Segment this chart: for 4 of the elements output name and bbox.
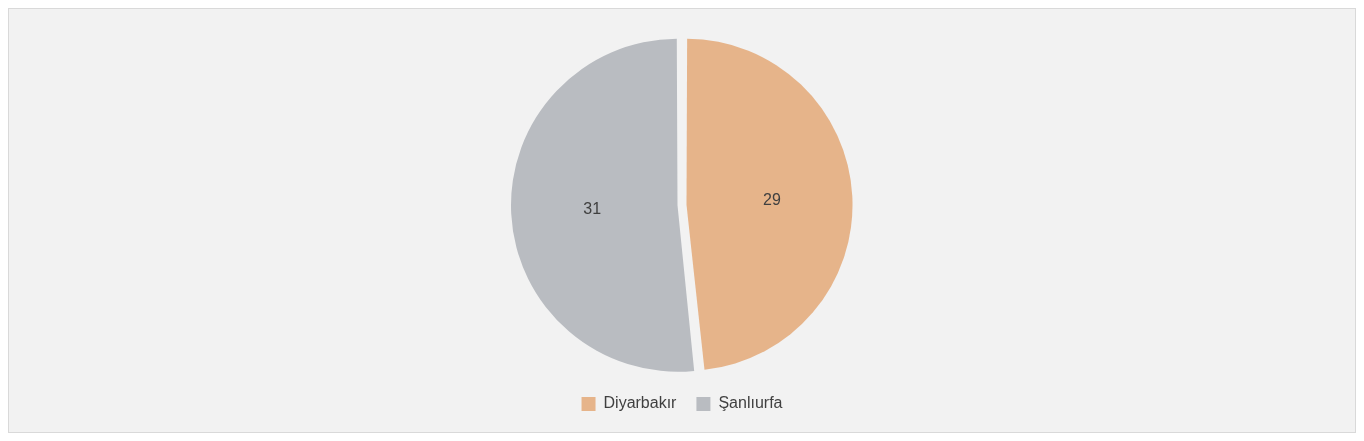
legend-label: Diyarbakır [603,394,678,412]
data-label: 31 [583,200,602,218]
legend-label: Şanlıurfa [718,394,783,412]
data-label: 29 [762,190,781,208]
